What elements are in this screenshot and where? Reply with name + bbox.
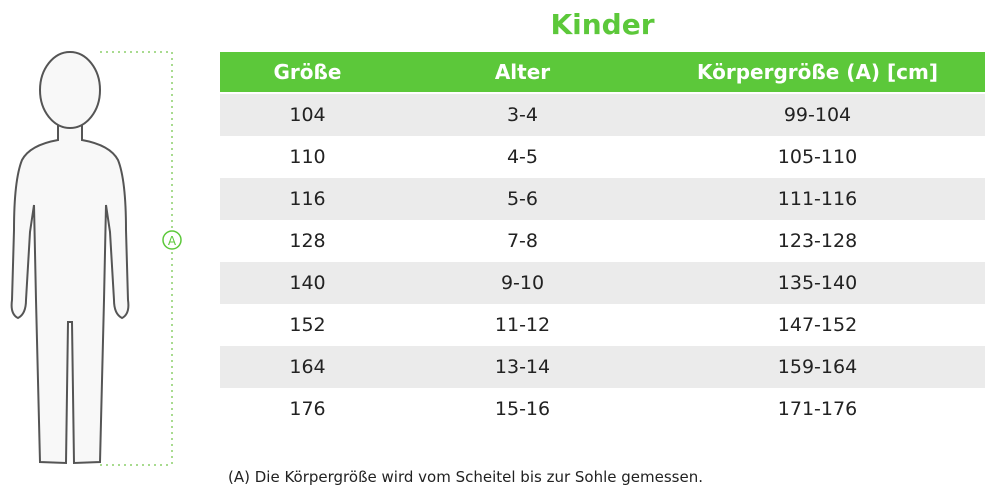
table-cell: 171-176	[777, 398, 858, 420]
table-cell: 4-5	[506, 146, 539, 168]
table-cell: 140	[289, 272, 326, 294]
table-row: 152 11-12 147-152	[220, 304, 985, 346]
marker-label: A	[168, 234, 177, 248]
table-cell: 111-116	[777, 188, 858, 210]
table-cell: 152	[289, 314, 326, 336]
header-cell: Alter	[494, 60, 551, 84]
head-outline	[39, 51, 101, 129]
table-cell: 128	[289, 230, 326, 252]
table-cell: 5-6	[506, 188, 539, 210]
table-row: 164 13-14 159-164	[220, 346, 985, 388]
table-cell: 99-104	[783, 104, 852, 126]
table-cell: 104	[289, 104, 326, 126]
table-row: 104 3-4 99-104	[220, 94, 985, 136]
table-row: 128 7-8 123-128	[220, 220, 985, 262]
table-cell: 159-164	[777, 356, 858, 378]
header-cell: Körpergröße (A) [cm]	[696, 60, 939, 84]
table-cell: 7-8	[506, 230, 539, 252]
title: Kinder	[550, 8, 655, 41]
table-cell: 123-128	[777, 230, 858, 252]
table-cell: 176	[289, 398, 326, 420]
table-cell: 147-152	[777, 314, 858, 336]
table-cell: 164	[289, 356, 326, 378]
table-cell: 3-4	[506, 104, 539, 126]
header-cell: Größe	[273, 60, 342, 84]
table-row: 110 4-5 105-110	[220, 136, 985, 178]
table-cell: 9-10	[500, 272, 545, 294]
table-cell: 15-16	[494, 398, 551, 420]
table-cell: 116	[289, 188, 326, 210]
header-row: Größe Alter Körpergröße (A) [cm]	[220, 52, 985, 92]
table-cell: 135-140	[777, 272, 858, 294]
body-outline	[10, 123, 130, 465]
table-cell: 110	[289, 146, 326, 168]
table-row: 176 15-16 171-176	[220, 388, 985, 430]
table-cell: 11-12	[494, 314, 551, 336]
child-figure: A	[10, 51, 182, 466]
table-row: 116 5-6 111-116	[220, 178, 985, 220]
footnote: (A) Die Körpergröße wird vom Scheitel bi…	[228, 468, 703, 486]
table-row: 140 9-10 135-140	[220, 262, 985, 304]
table-cell: 13-14	[494, 356, 551, 378]
size-table: Größe Alter Körpergröße (A) [cm] 104 3-4 99-1…	[220, 52, 985, 430]
marker-circle	[162, 230, 182, 250]
table-cell: 105-110	[777, 146, 858, 168]
